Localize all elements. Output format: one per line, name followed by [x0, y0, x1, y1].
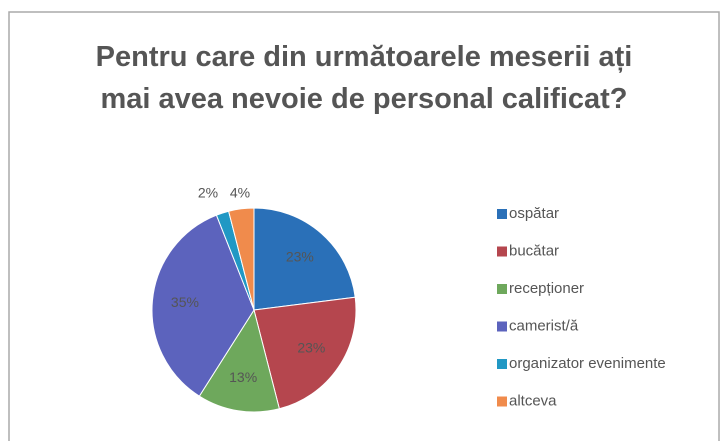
data-label: 23% — [297, 340, 325, 356]
legend-label: recepționer — [509, 280, 584, 297]
pie-slice — [228, 207, 255, 311]
legend-label: bucătar — [509, 242, 559, 259]
legend-swatch — [497, 246, 507, 257]
data-label: 35% — [171, 294, 199, 310]
chart-title: Pentru care din următoarele meserii ați … — [95, 41, 633, 115]
frame — [8, 11, 720, 441]
pie-slice — [253, 207, 356, 311]
legend-swatch — [497, 321, 507, 332]
pie-slice — [198, 308, 280, 413]
data-label: 23% — [286, 249, 314, 265]
data-label: 2% — [198, 185, 218, 201]
data-label: 4% — [230, 185, 250, 201]
legend-label: camerist/ă — [509, 317, 579, 334]
legend-swatch — [497, 209, 507, 219]
legend-label: ospătar — [509, 205, 559, 222]
data-label: 13% — [229, 369, 257, 385]
pie-slice — [151, 214, 255, 397]
legend-swatch — [497, 359, 507, 369]
pie-slice — [253, 296, 357, 410]
legend-swatch — [497, 284, 507, 294]
legend-label: organizator evenimente — [509, 355, 666, 372]
legend-swatch — [497, 396, 507, 407]
legend-label: altceva — [509, 392, 557, 409]
